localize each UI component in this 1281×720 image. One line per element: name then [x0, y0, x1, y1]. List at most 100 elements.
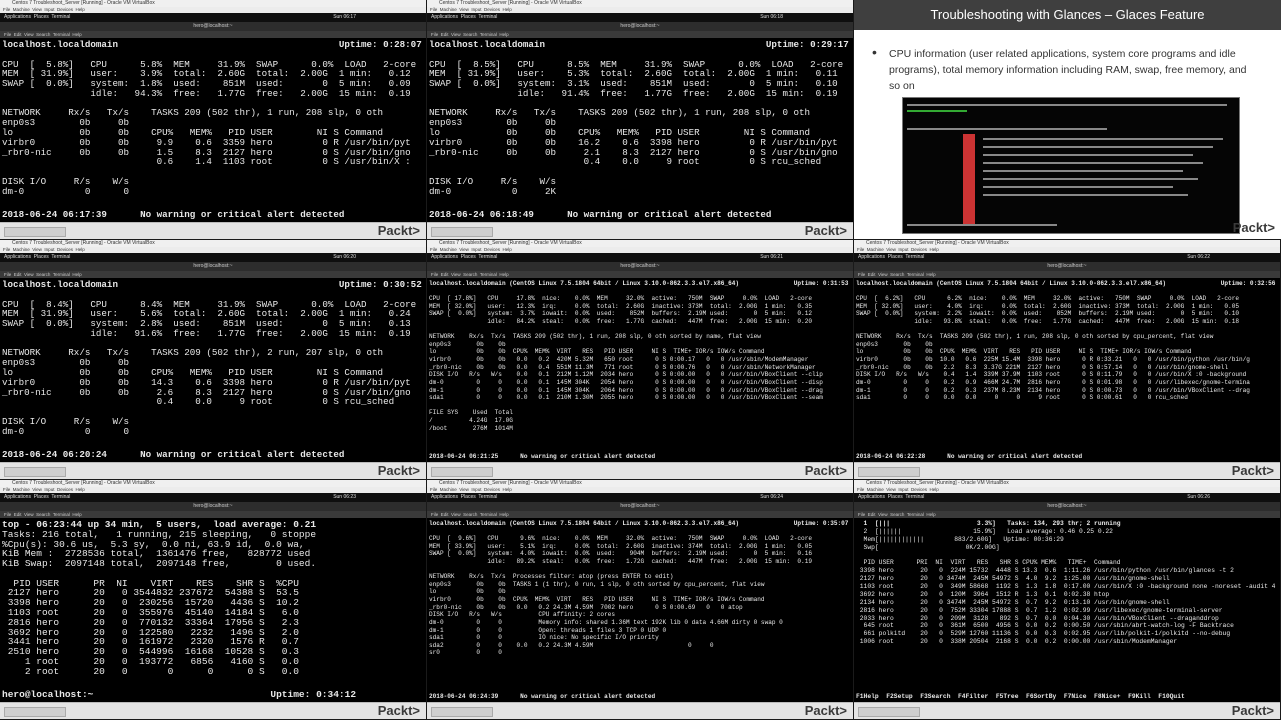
packt-logo: Packt>	[804, 703, 847, 718]
terminal-line: 1 [||| 3.3%] Tasks: 134, 293 thr; 2 runn…	[856, 520, 1121, 527]
vm-window: Centos 7 Troubleshoot_Server [Running] -…	[0, 0, 426, 239]
terminal-line: lo 0b 0b	[429, 588, 506, 596]
terminal-title: hero@localhost:~	[427, 502, 853, 511]
terminal-line: _rbr0-nic 0b 0b 0.0 0.4 551M 11.3M 771 r…	[429, 363, 816, 371]
vm-menu: File Machine View Input Devices Help	[0, 247, 426, 253]
terminal-line: sda1 0 0 IO nice: No specific I/O priori…	[429, 634, 659, 642]
terminal-line: 2816 hero 20 0 770132 33364 17956 S 2.3	[2, 616, 299, 628]
slide-title: Troubleshooting with Glances – Glaces Fe…	[854, 0, 1281, 30]
terminal-line: MEM [ 32.0%] user: 4.0% irq: 0.0% total:…	[856, 302, 1239, 310]
clock: Sun 06:17	[333, 14, 356, 20]
terminal-line: 2127 hero 20 0 3544832 237672 54388 S 53…	[2, 587, 299, 599]
clock: Sun 06:21	[760, 254, 783, 260]
terminal-line: 3692 hero 20 0 120M 3964 1512 R 1.3 0.1 …	[856, 590, 1110, 598]
terminal-line: dm-0 0 0 0.0 0.1 145M 304K 2054 hero 0 S…	[429, 378, 823, 386]
terminal-line: SWAP [ 0.0%] system: 3.1% used: 851M use…	[429, 78, 838, 90]
terminal-line: enp0s3 0b 0b	[429, 340, 506, 348]
terminal-line: lo 0b 0b CPU% MEM% PID USER NI S Command	[2, 127, 384, 138]
terminal-line: idle: 91.4% free: 1.77G free: 2.00G 15 m…	[429, 87, 838, 99]
terminal-line: DISK I/O R/s W/s	[429, 175, 557, 187]
terminal-title: hero@localhost:~	[0, 262, 426, 271]
vm-window: Centos 7 Troubleshoot_Server [Running] -…	[0, 480, 426, 719]
status-line: 2018-06-24 06:18:49 No warning or critic…	[429, 209, 772, 220]
terminal-line: enp0s3 0b 0b	[2, 357, 130, 369]
clock: Sun 06:18	[760, 14, 783, 20]
terminal-line: _rbr0-nic 0b 0b 0.0 0.2 24.3M 4.59M 7002…	[429, 603, 743, 611]
terminal-line: 2510 hero 20 0 544996 16168 10528 S 0.3	[2, 646, 299, 658]
terminal-line: CPU [ 5.8%] CPU 5.8% MEM 31.9% SWAP 0.0%…	[2, 58, 417, 70]
terminal-line: Mem[|||||||||||| 883/2.60G] Uptime: 00:3…	[856, 535, 1064, 543]
terminal-line: dm-1 0 0 0.0 0.1 145M 304K 2064 hero 0 S…	[429, 386, 823, 394]
taskbar: Packt>	[0, 462, 426, 479]
vm-window: Centos 7 Troubleshoot_Server [Running] -…	[854, 480, 1280, 719]
terminal-line: _rbr0-nic 0b 0b 1.5 8.3 2127 hero 0 S /u…	[2, 146, 411, 158]
taskbar: Packt>	[427, 222, 853, 239]
vm-menu: File Machine View Input Devices Help	[854, 487, 1280, 493]
terminal-menu: File Edit View Search Terminal Help	[0, 271, 426, 278]
vm-title: Centos 7 Troubleshoot_Server [Running] -…	[854, 480, 1280, 487]
top-bar: Applications Places Terminal Sun 06:18	[427, 13, 853, 22]
taskbar: Packt>	[854, 462, 1280, 479]
terminal-line: idle: 91.6% free: 1.77G free: 2.00G 15 m…	[2, 327, 411, 339]
terminal-line: dm-1 0 0 0.2 0.3 237M 8.23M 2134 hero 0 …	[856, 386, 1250, 394]
vm-title: Centos 7 Troubleshoot_Server [Running] -…	[427, 480, 853, 487]
terminal-line: 3692 hero 20 0 122580 2232 1496 S 2.0	[2, 626, 299, 638]
taskbar-item	[431, 467, 493, 477]
vm-menu: File Machine View Input Devices Help	[0, 7, 426, 13]
terminal-line: _rbr0-nic 0b 0b 2.1 8.3 2127 hero 0 S /u…	[429, 146, 838, 158]
terminal-line: KiB Mem : 2728536 total, 1361476 free, 8…	[2, 548, 311, 560]
taskbar: Packt>	[427, 462, 853, 479]
top-bar: Applications Places Terminal Sun 06:20	[0, 253, 426, 262]
terminal-line: 3441 hero 20 0 161972 2320 1576 R 0.7	[2, 636, 299, 648]
terminal-line: DISK I/O R/s W/s 0.0 0.1 212M 1.12M 2034…	[429, 371, 823, 379]
status-line: F1Help F2Setup F3Search F4Filter F5Tree …	[856, 693, 1185, 700]
top-bar: Applications Places Terminal Sun 06:23	[0, 493, 426, 502]
vm-window: Centos 7 Troubleshoot_Server [Running] -…	[0, 240, 426, 479]
vm-menu: File Machine View Input Devices Help	[427, 7, 853, 13]
terminal-line: DISK I/O R/s W/s CPU affinity: 2 cores	[429, 611, 616, 619]
taskbar: Packt>	[427, 702, 853, 719]
terminal-line: 1103 root 20 0 355976 45140 14184 S 6.0	[2, 607, 299, 618]
terminal-line: NETWORK Rx/s Tx/s TASKS 209 (502 thr), 1…	[429, 107, 811, 119]
terminal-line: /boot 276M 1014M	[429, 424, 513, 432]
taskbar: Packt>	[854, 702, 1280, 719]
terminal-line: 645 root 20 0 361M 6500 4956 S 0.0 0.2 0…	[856, 622, 1234, 630]
terminal-line: DISK I/O R/s W/s	[2, 175, 130, 187]
packt-logo: Packt>	[1232, 220, 1275, 235]
vm-window: Centos 7 Troubleshoot_Server [Running] -…	[427, 0, 853, 239]
top-bar: Applications Places Terminal Sun 06:17	[0, 13, 426, 22]
terminal-line: 1 root 20 0 193772 6856 4160 S 0.0	[2, 655, 299, 667]
terminal-line: 2134 hero 20 0 3474M 245M 54972 S 0.7 9.…	[856, 598, 1170, 606]
bullet-text: CPU information (user related applicatio…	[889, 48, 1247, 92]
terminal-line: 2 root 20 0 0 0 0 S 0.0	[2, 665, 299, 677]
terminal-line: MEM [ 31.9%] user: 5.3% total: 2.60G tot…	[429, 68, 838, 80]
terminal-line: virbr0 0b 0b 16.2 0.6 3398 hero 0 R /usr…	[429, 136, 838, 148]
packt-logo: Packt>	[1231, 703, 1274, 718]
vm-title: Centos 7 Troubleshoot_Server [Running] -…	[427, 0, 853, 7]
terminal-line: NETWORK Rx/s Tx/s TASKS 209 (502 thr), 2…	[2, 347, 384, 359]
taskbar-item	[431, 707, 493, 717]
terminal-line: NETWORK Rx/s Tx/s Processes filter: atop…	[429, 573, 674, 581]
top-bar: Applications Places Terminal Sun 06:26	[854, 493, 1280, 502]
terminal-line: NETWORK Rx/s Tx/s TASKS 209 (502 thr), 1…	[856, 333, 1214, 341]
terminal-line: localhost.localdomain (CentOS Linux 7.5.…	[429, 280, 849, 287]
terminal-title: hero@localhost:~	[427, 22, 853, 31]
taskbar-item	[431, 227, 493, 237]
terminal-line: %Cpu(s): 30.6 us, 5.3 sy, 0.0 ni, 63.9 i…	[2, 538, 305, 550]
status-line: 2018-06-24 06:17:39 No warning or critic…	[2, 209, 345, 220]
apps-menu: Applications Places Terminal	[858, 494, 925, 500]
terminal-line: lo 0b 0b CPU% MEM% PID USER NI S Command	[2, 367, 384, 378]
terminal-title: hero@localhost:~	[427, 262, 853, 271]
terminal-line: sda1 0 0 0.0 0.0 0 0 9 root 0 S 0:00.61 …	[856, 394, 1188, 402]
status-line: 2018-06-24 06:21:25 No warning or critic…	[429, 453, 656, 460]
terminal-line: idle: 94.3% free: 1.77G free: 2.00G 15 m…	[2, 87, 411, 99]
apps-menu: Applications Places Terminal	[4, 254, 71, 260]
terminal-line: PID USER PR NI VIRT RES SHR S %CPU	[2, 577, 299, 589]
terminal-menu: File Edit View Search Terminal Help	[0, 511, 426, 518]
vm-menu: File Machine View Input Devices Help	[0, 487, 426, 493]
terminal-line: SWAP [ 0.0%] system: 3.7% iowait: 0.0% u…	[429, 310, 812, 318]
terminal-line: NETWORK Rx/s Tx/s TASKS 209 (502 thr), 1…	[2, 107, 384, 119]
clock: Sun 06:20	[333, 254, 356, 260]
terminal-line: 0.6 1.4 1103 root 0 S /usr/bin/X :	[2, 156, 411, 168]
terminal-menu: File Edit View Search Terminal Help	[854, 271, 1280, 278]
